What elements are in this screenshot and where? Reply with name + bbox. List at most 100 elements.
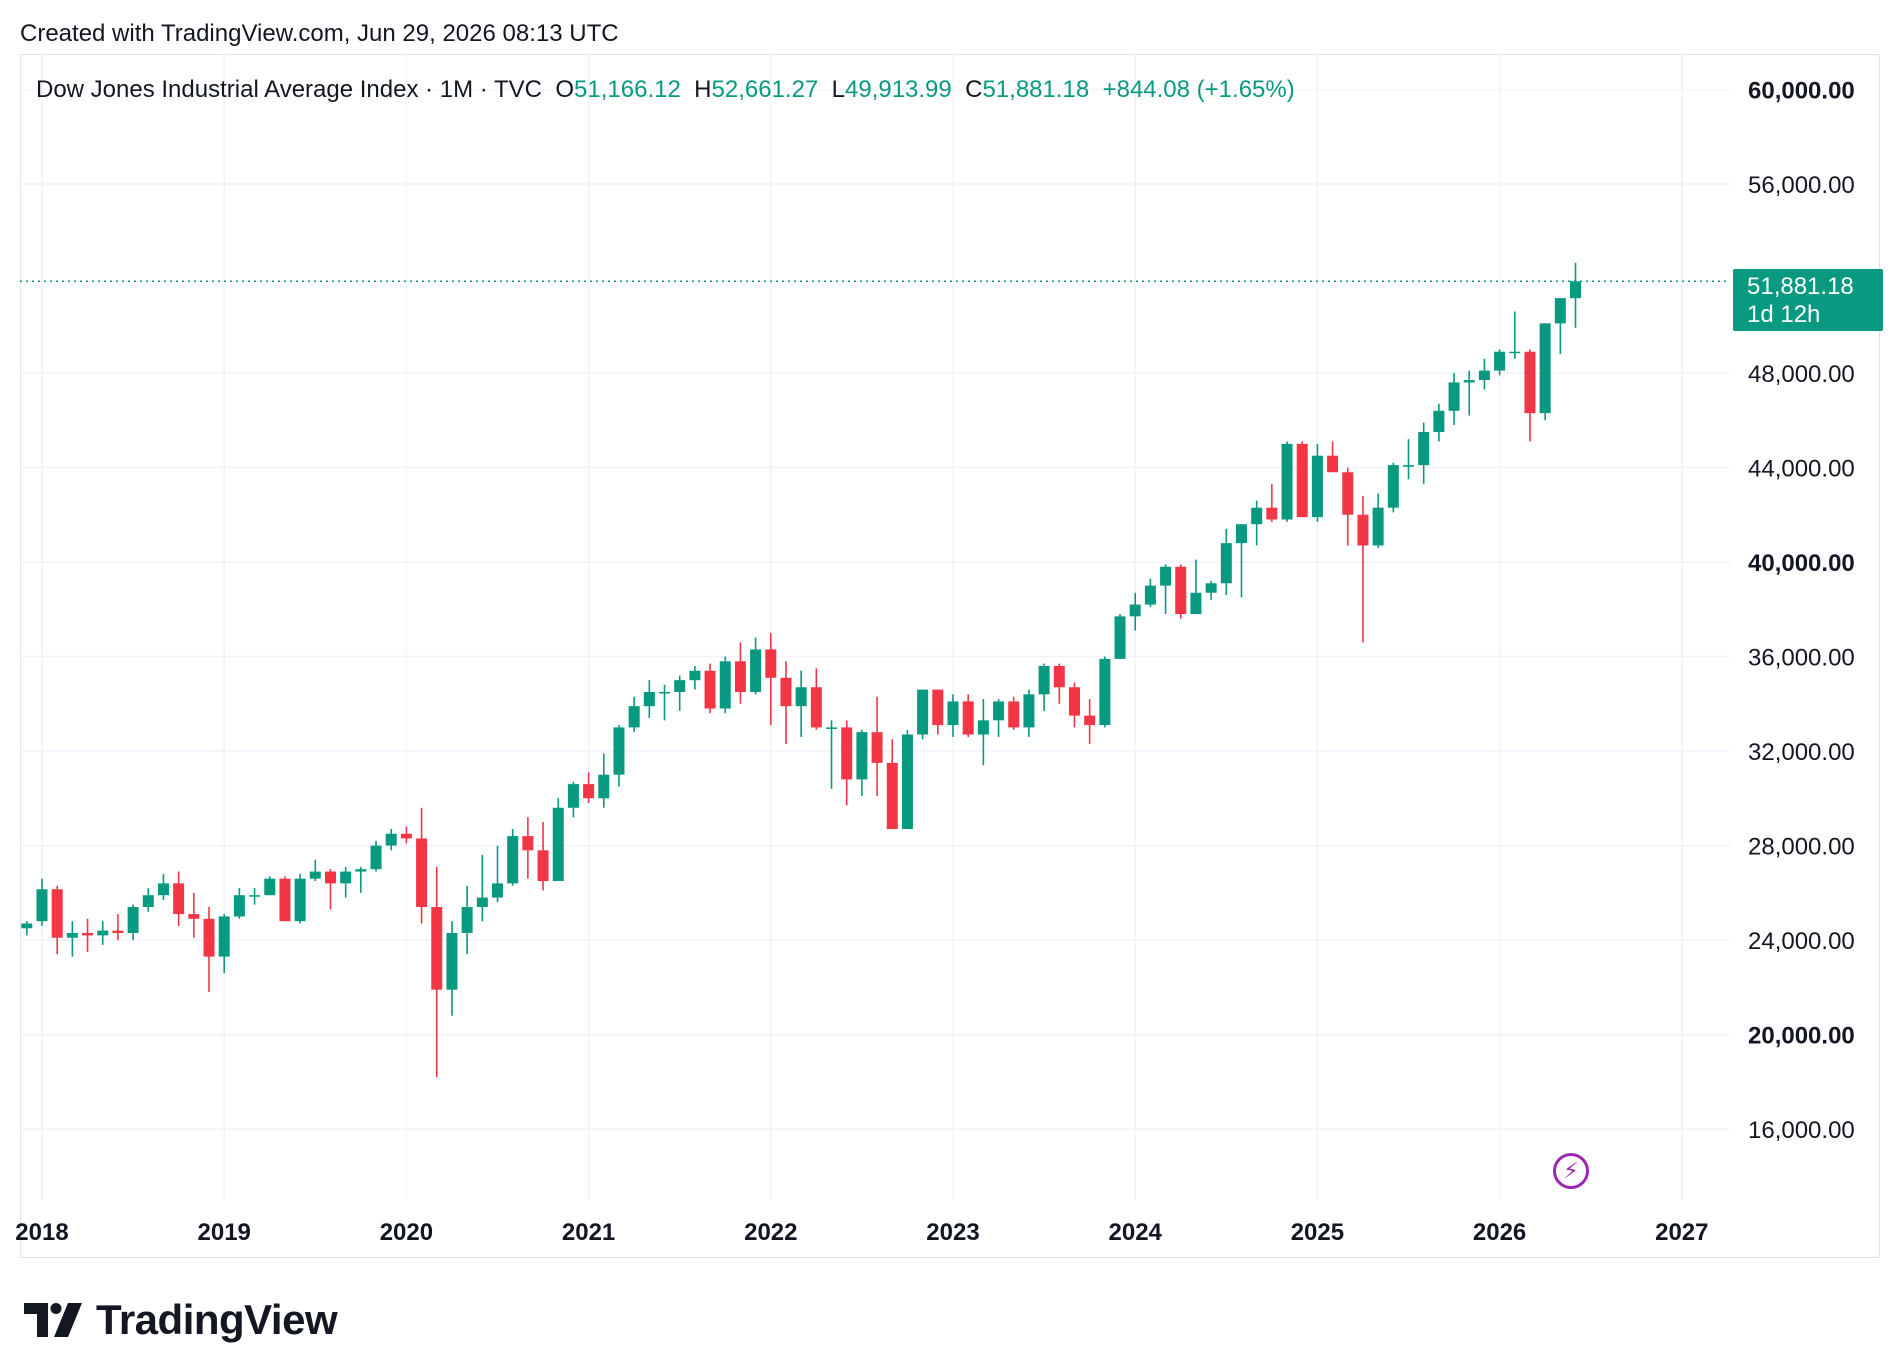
candle[interactable] xyxy=(1023,689,1035,737)
candle[interactable] xyxy=(1099,656,1111,728)
candle[interactable] xyxy=(1342,467,1354,546)
candle[interactable] xyxy=(628,696,640,733)
candle[interactable] xyxy=(704,663,716,714)
candle[interactable] xyxy=(1053,663,1065,704)
candle[interactable] xyxy=(1327,441,1339,473)
candle[interactable] xyxy=(719,656,731,714)
candle[interactable] xyxy=(947,694,959,737)
candle[interactable] xyxy=(476,855,488,922)
candle[interactable] xyxy=(643,680,655,718)
candle[interactable] xyxy=(112,914,124,941)
candle[interactable] xyxy=(901,729,913,830)
candle[interactable] xyxy=(1281,441,1293,522)
candle[interactable] xyxy=(385,829,397,851)
lightning-icon[interactable]: ⚡ xyxy=(1553,1153,1589,1189)
candle[interactable] xyxy=(36,878,48,926)
candle[interactable] xyxy=(537,821,549,891)
candle[interactable] xyxy=(583,772,595,804)
candle[interactable] xyxy=(1068,682,1080,728)
candle[interactable] xyxy=(674,675,686,711)
candle[interactable] xyxy=(1418,422,1430,485)
candle[interactable] xyxy=(1008,696,1020,730)
candle[interactable] xyxy=(977,699,989,766)
candle[interactable] xyxy=(370,840,382,872)
candle[interactable] xyxy=(1403,439,1414,480)
candle[interactable] xyxy=(173,871,185,926)
candle[interactable] xyxy=(51,885,63,955)
candle[interactable] xyxy=(446,921,458,1016)
candle[interactable] xyxy=(917,689,929,740)
candle[interactable] xyxy=(97,921,109,945)
candle[interactable] xyxy=(203,907,215,993)
candle[interactable] xyxy=(127,904,139,941)
candle[interactable] xyxy=(1114,614,1126,659)
candle[interactable] xyxy=(1509,311,1521,359)
candle[interactable] xyxy=(1220,528,1232,596)
candlestick-chart[interactable]: 16,000.00 20,000.00 24,000.00 28,000.00 32,0… xyxy=(0,0,1900,1280)
candle[interactable] xyxy=(21,921,33,936)
candle[interactable] xyxy=(492,845,503,903)
candle[interactable] xyxy=(1433,403,1445,442)
candle[interactable] xyxy=(218,914,230,974)
candle[interactable] xyxy=(522,817,534,879)
candle[interactable] xyxy=(249,888,261,905)
candle[interactable] xyxy=(1387,462,1399,513)
candle[interactable] xyxy=(552,798,564,882)
candle[interactable] xyxy=(1372,493,1384,548)
candle[interactable] xyxy=(1251,500,1263,546)
candle[interactable] xyxy=(1175,564,1187,619)
candle[interactable] xyxy=(340,866,352,898)
candle[interactable] xyxy=(324,869,336,910)
candle[interactable] xyxy=(856,729,868,796)
candle[interactable] xyxy=(567,781,579,818)
candle[interactable] xyxy=(1084,699,1096,744)
candle[interactable] xyxy=(1478,358,1490,390)
candle[interactable] xyxy=(233,888,245,919)
candle[interactable] xyxy=(157,873,169,900)
candle[interactable] xyxy=(400,826,412,844)
candle[interactable] xyxy=(1357,495,1369,643)
candle[interactable] xyxy=(188,892,200,938)
candle[interactable] xyxy=(795,670,807,737)
candle[interactable] xyxy=(1448,372,1460,425)
candle[interactable] xyxy=(689,665,701,690)
candle[interactable] xyxy=(750,637,762,695)
candle[interactable] xyxy=(1160,564,1172,615)
candle[interactable] xyxy=(871,696,883,796)
candle[interactable] xyxy=(598,753,610,808)
candle[interactable] xyxy=(734,642,746,704)
candle[interactable] xyxy=(431,866,443,1078)
candle[interactable] xyxy=(780,661,792,744)
candle[interactable] xyxy=(841,720,853,806)
candle[interactable] xyxy=(1129,592,1141,631)
candle[interactable] xyxy=(1463,370,1475,416)
candle[interactable] xyxy=(993,699,1005,737)
candle[interactable] xyxy=(461,885,473,955)
candle[interactable] xyxy=(962,694,974,737)
candle[interactable] xyxy=(416,807,428,924)
candle[interactable] xyxy=(264,876,276,896)
candle[interactable] xyxy=(294,873,306,924)
candle[interactable] xyxy=(1038,663,1050,711)
candle[interactable] xyxy=(507,829,519,886)
candle[interactable] xyxy=(932,689,944,735)
candle[interactable] xyxy=(1554,298,1566,355)
candle[interactable] xyxy=(1539,323,1551,421)
candle[interactable] xyxy=(279,876,291,922)
candle[interactable] xyxy=(142,888,154,912)
candle[interactable] xyxy=(355,866,367,893)
candle[interactable] xyxy=(1266,484,1278,522)
candle[interactable] xyxy=(613,725,625,787)
candle[interactable] xyxy=(886,739,898,830)
candle[interactable] xyxy=(1190,559,1202,615)
candle[interactable] xyxy=(1235,524,1247,598)
candle[interactable] xyxy=(1524,349,1536,442)
candle[interactable] xyxy=(1570,262,1582,328)
candle[interactable] xyxy=(1144,578,1156,607)
candle[interactable] xyxy=(1205,580,1217,600)
candle[interactable] xyxy=(82,918,94,952)
candle[interactable] xyxy=(659,684,671,721)
candle[interactable] xyxy=(765,632,777,726)
candle[interactable] xyxy=(309,859,321,882)
candle[interactable] xyxy=(826,720,838,789)
